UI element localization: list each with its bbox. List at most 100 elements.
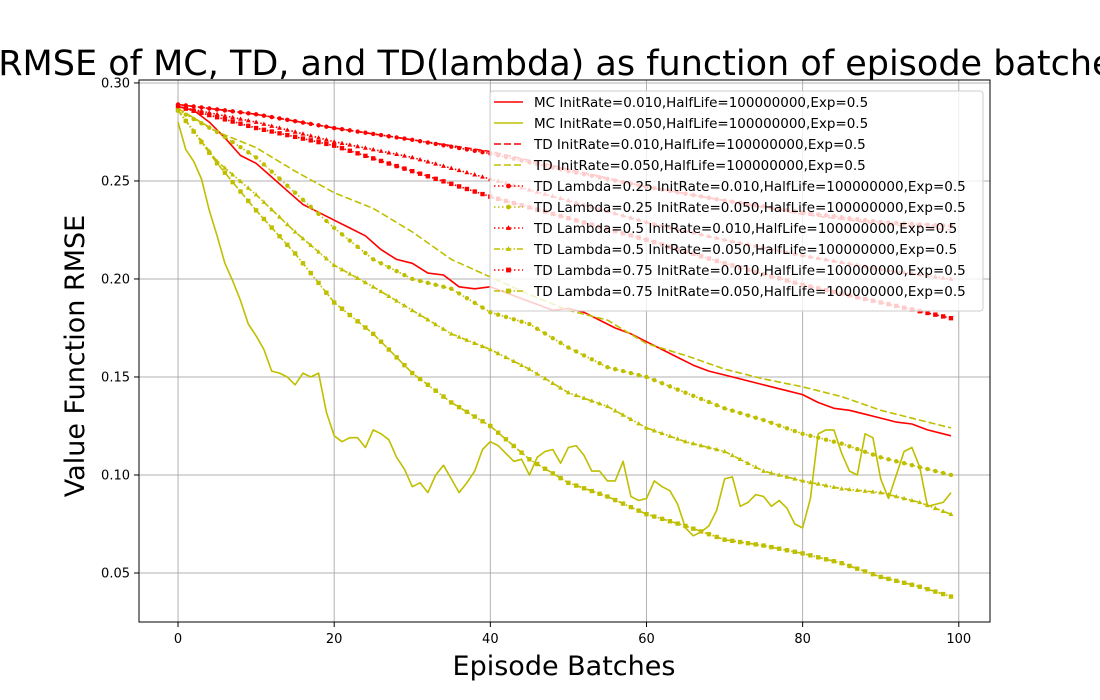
series-marker [886,457,891,462]
series-marker [371,156,376,161]
series-marker [933,589,938,594]
series-marker [683,523,688,529]
series-marker [230,179,235,185]
series-marker [339,232,345,237]
series-marker [331,300,337,305]
series-marker [277,214,282,219]
series-marker [253,192,259,197]
series-marker [285,132,290,138]
series-marker [456,167,462,173]
series-marker [245,117,251,123]
series-marker [480,343,485,349]
series-8 [175,107,954,516]
series-marker [737,410,743,416]
series-marker [534,371,540,376]
series-marker [605,364,610,370]
series-marker [277,116,282,121]
series-marker [441,394,446,399]
series-marker [737,456,743,462]
series-marker [207,150,212,155]
series-marker [550,380,556,386]
series-marker [472,172,478,177]
series-marker [441,143,446,148]
x-axis-label: Episode Batches [453,651,676,682]
series-marker [370,284,376,289]
series-marker [214,107,220,112]
series-marker [550,335,555,341]
series-marker [449,181,454,187]
series-marker [261,113,267,118]
series-marker [300,235,306,241]
series-marker [183,112,189,117]
series-marker [347,238,352,243]
series-marker [324,141,329,147]
legend-label: TD Lambda=0.25 InitRate=0.010,HalfLife=1… [533,179,966,195]
series-marker [737,539,743,545]
series-marker [581,486,587,491]
series-marker [331,125,337,131]
series-marker [534,326,540,331]
series-marker [425,174,431,179]
series-marker [253,112,259,117]
series-marker [480,174,485,179]
series-marker [768,470,774,475]
series-marker [386,134,392,139]
series-marker [511,443,516,449]
series-marker [300,197,306,202]
series-marker [933,468,938,474]
series-marker [456,184,462,189]
y-tick-label: 0.15 [101,370,130,385]
legend-label: TD Lambda=0.5 InitRate=0.050,HalfLife=10… [533,242,957,258]
series-marker [386,161,392,166]
series-marker [862,449,868,455]
series-marker [331,143,337,148]
series-marker [222,134,228,140]
series-marker [238,189,243,194]
series-marker [808,553,813,558]
legend-item: MC InitRate=0.050,HalfLife=100000000,Exp… [494,116,868,132]
series-marker [886,491,891,497]
series-marker [347,312,352,318]
series-marker [730,408,735,413]
ticks: 0 20 40 60 80 100 0.05 0.10 0.15 0.20 0.25 0.30 [101,76,971,647]
series-marker [675,436,681,441]
series-marker [706,444,712,450]
series-marker [667,384,673,389]
x-tick-label: 40 [482,632,499,647]
series-marker [238,178,243,184]
series-marker [534,461,540,467]
series-marker [659,516,665,522]
series-marker [784,548,790,553]
legend-item: TD InitRate=0.010,HalfLife=100000000,Exp… [494,137,866,153]
series-marker [394,298,400,303]
series-marker [464,147,470,152]
series-marker [199,105,204,110]
series-marker [815,481,821,486]
series-marker [613,366,618,372]
series-marker [909,462,915,468]
series-marker [667,519,673,524]
series-marker [433,141,438,147]
series-marker [316,280,321,286]
series-marker [222,170,228,175]
series-marker [316,249,321,254]
series-marker [847,444,852,449]
series-marker [433,388,438,393]
series-marker [925,310,930,316]
series-marker [519,362,524,367]
series-marker [839,486,845,491]
series-marker [347,271,353,276]
series-marker [308,133,314,138]
series-marker [285,117,290,122]
series-marker [300,131,306,136]
series-marker [505,246,512,251]
series-marker [745,413,751,418]
series-marker [284,127,290,132]
series-marker [464,186,470,192]
series-marker [495,430,501,435]
series-marker [456,291,462,296]
series-marker [691,526,696,531]
series-marker [480,191,485,197]
series-marker [371,331,376,337]
series-marker [323,255,329,261]
